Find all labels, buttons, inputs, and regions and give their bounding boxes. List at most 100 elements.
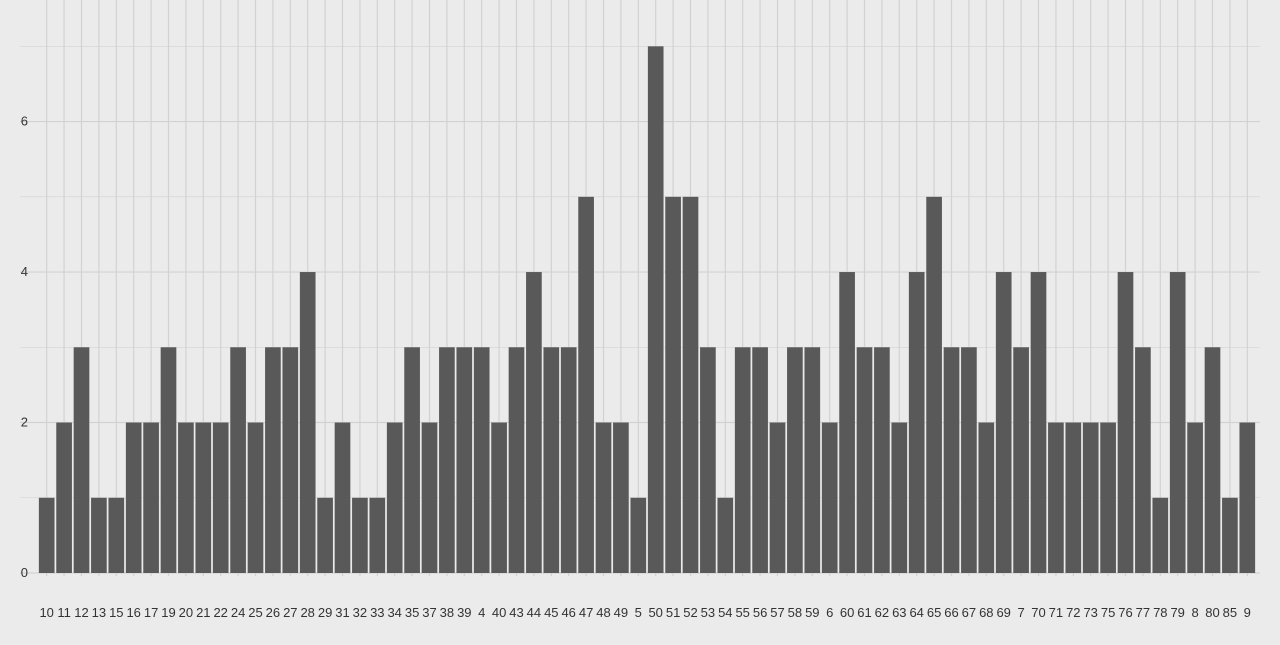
y-tick-label: 0: [21, 565, 28, 580]
x-tick-label: 8: [1191, 605, 1198, 620]
x-tick-label: 13: [92, 605, 106, 620]
x-tick-label: 20: [179, 605, 193, 620]
bar-56: [752, 347, 768, 573]
bar-57: [769, 422, 786, 573]
bar-24: [230, 347, 246, 573]
bar-51: [665, 196, 681, 574]
x-tick-label: 31: [335, 605, 349, 620]
x-tick-label: 27: [283, 605, 297, 620]
x-axis-ticks: 10 11 12 13 15 16 17 19 20 21 22 24 25 26 27 28 29 31 32 33…: [39, 605, 1250, 620]
bar-8: [1187, 422, 1203, 573]
x-tick-label: 40: [492, 605, 506, 620]
x-tick-label: 17: [144, 605, 158, 620]
bar-79: [1169, 272, 1186, 573]
x-tick-label: 68: [979, 605, 993, 620]
x-tick-label: 5: [635, 605, 642, 620]
bar-69: [995, 272, 1012, 573]
bar-49: [613, 422, 629, 573]
bar-22: [212, 422, 229, 573]
x-tick-label: 70: [1031, 605, 1045, 620]
bar-78: [1152, 497, 1169, 573]
x-tick-label: 67: [962, 605, 976, 620]
bar-58: [787, 347, 803, 573]
x-tick-label: 62: [875, 605, 889, 620]
x-tick-label: 25: [248, 605, 262, 620]
bar-29: [317, 497, 333, 573]
bar-27: [282, 347, 299, 573]
bar-52: [682, 196, 699, 574]
x-tick-label: 66: [944, 605, 958, 620]
bar-43: [508, 347, 525, 573]
x-tick-label: 48: [596, 605, 610, 620]
x-tick-label: 39: [457, 605, 471, 620]
bar-60: [839, 272, 855, 573]
x-tick-label: 45: [544, 605, 558, 620]
x-tick-label: 44: [527, 605, 541, 620]
y-tick-label: 6: [21, 114, 28, 129]
bar-4: [473, 347, 490, 573]
bar-10: [38, 497, 55, 573]
x-tick-label: 29: [318, 605, 332, 620]
bar-48: [595, 422, 612, 573]
bar-71: [1048, 422, 1064, 573]
bar-66: [943, 347, 960, 573]
x-tick-label: 61: [857, 605, 871, 620]
x-tick-label: 55: [735, 605, 749, 620]
bar-53: [700, 347, 716, 573]
bar-21: [195, 422, 212, 573]
bar-65: [926, 196, 942, 574]
x-tick-label: 21: [196, 605, 210, 620]
bar-31: [334, 422, 351, 573]
x-tick-label: 73: [1083, 605, 1097, 620]
x-tick-label: 43: [509, 605, 523, 620]
bar-6: [821, 422, 838, 573]
x-tick-label: 32: [353, 605, 367, 620]
bar-59: [804, 347, 821, 573]
bar-73: [1082, 422, 1099, 573]
bar-32: [352, 497, 368, 573]
x-tick-label: 69: [996, 605, 1010, 620]
x-tick-label: 85: [1223, 605, 1237, 620]
x-tick-label: 4: [478, 605, 485, 620]
x-tick-label: 50: [648, 605, 662, 620]
x-tick-label: 6: [826, 605, 833, 620]
bar-64: [908, 272, 925, 573]
x-tick-label: 78: [1153, 605, 1167, 620]
bar-67: [961, 347, 977, 573]
x-tick-label: 15: [109, 605, 123, 620]
x-tick-label: 19: [161, 605, 175, 620]
x-tick-label: 28: [300, 605, 314, 620]
x-tick-label: 60: [840, 605, 854, 620]
x-tick-label: 80: [1205, 605, 1219, 620]
bar-37: [421, 422, 438, 573]
y-tick-label: 4: [21, 264, 28, 279]
y-tick-label: 2: [21, 415, 28, 430]
bar-80: [1204, 347, 1221, 573]
x-tick-label: 12: [74, 605, 88, 620]
bar-77: [1135, 347, 1151, 573]
bar-39: [456, 347, 473, 573]
bar-26: [265, 347, 281, 573]
bar-34: [386, 422, 403, 573]
bar-12: [73, 347, 90, 573]
bar-16: [125, 422, 142, 573]
x-tick-label: 59: [805, 605, 819, 620]
x-tick-label: 37: [422, 605, 436, 620]
x-tick-label: 49: [614, 605, 628, 620]
bar-38: [439, 347, 455, 573]
bar-40: [491, 422, 507, 573]
x-tick-label: 35: [405, 605, 419, 620]
x-tick-label: 7: [1017, 605, 1024, 620]
x-tick-label: 24: [231, 605, 245, 620]
bar-50: [647, 46, 664, 574]
bar-54: [717, 497, 734, 573]
bar-75: [1100, 422, 1116, 573]
x-tick-label: 11: [57, 605, 71, 620]
x-tick-label: 51: [666, 605, 680, 620]
x-tick-label: 33: [370, 605, 384, 620]
x-tick-label: 53: [701, 605, 715, 620]
bar-72: [1065, 422, 1082, 573]
bar-61: [856, 347, 873, 573]
